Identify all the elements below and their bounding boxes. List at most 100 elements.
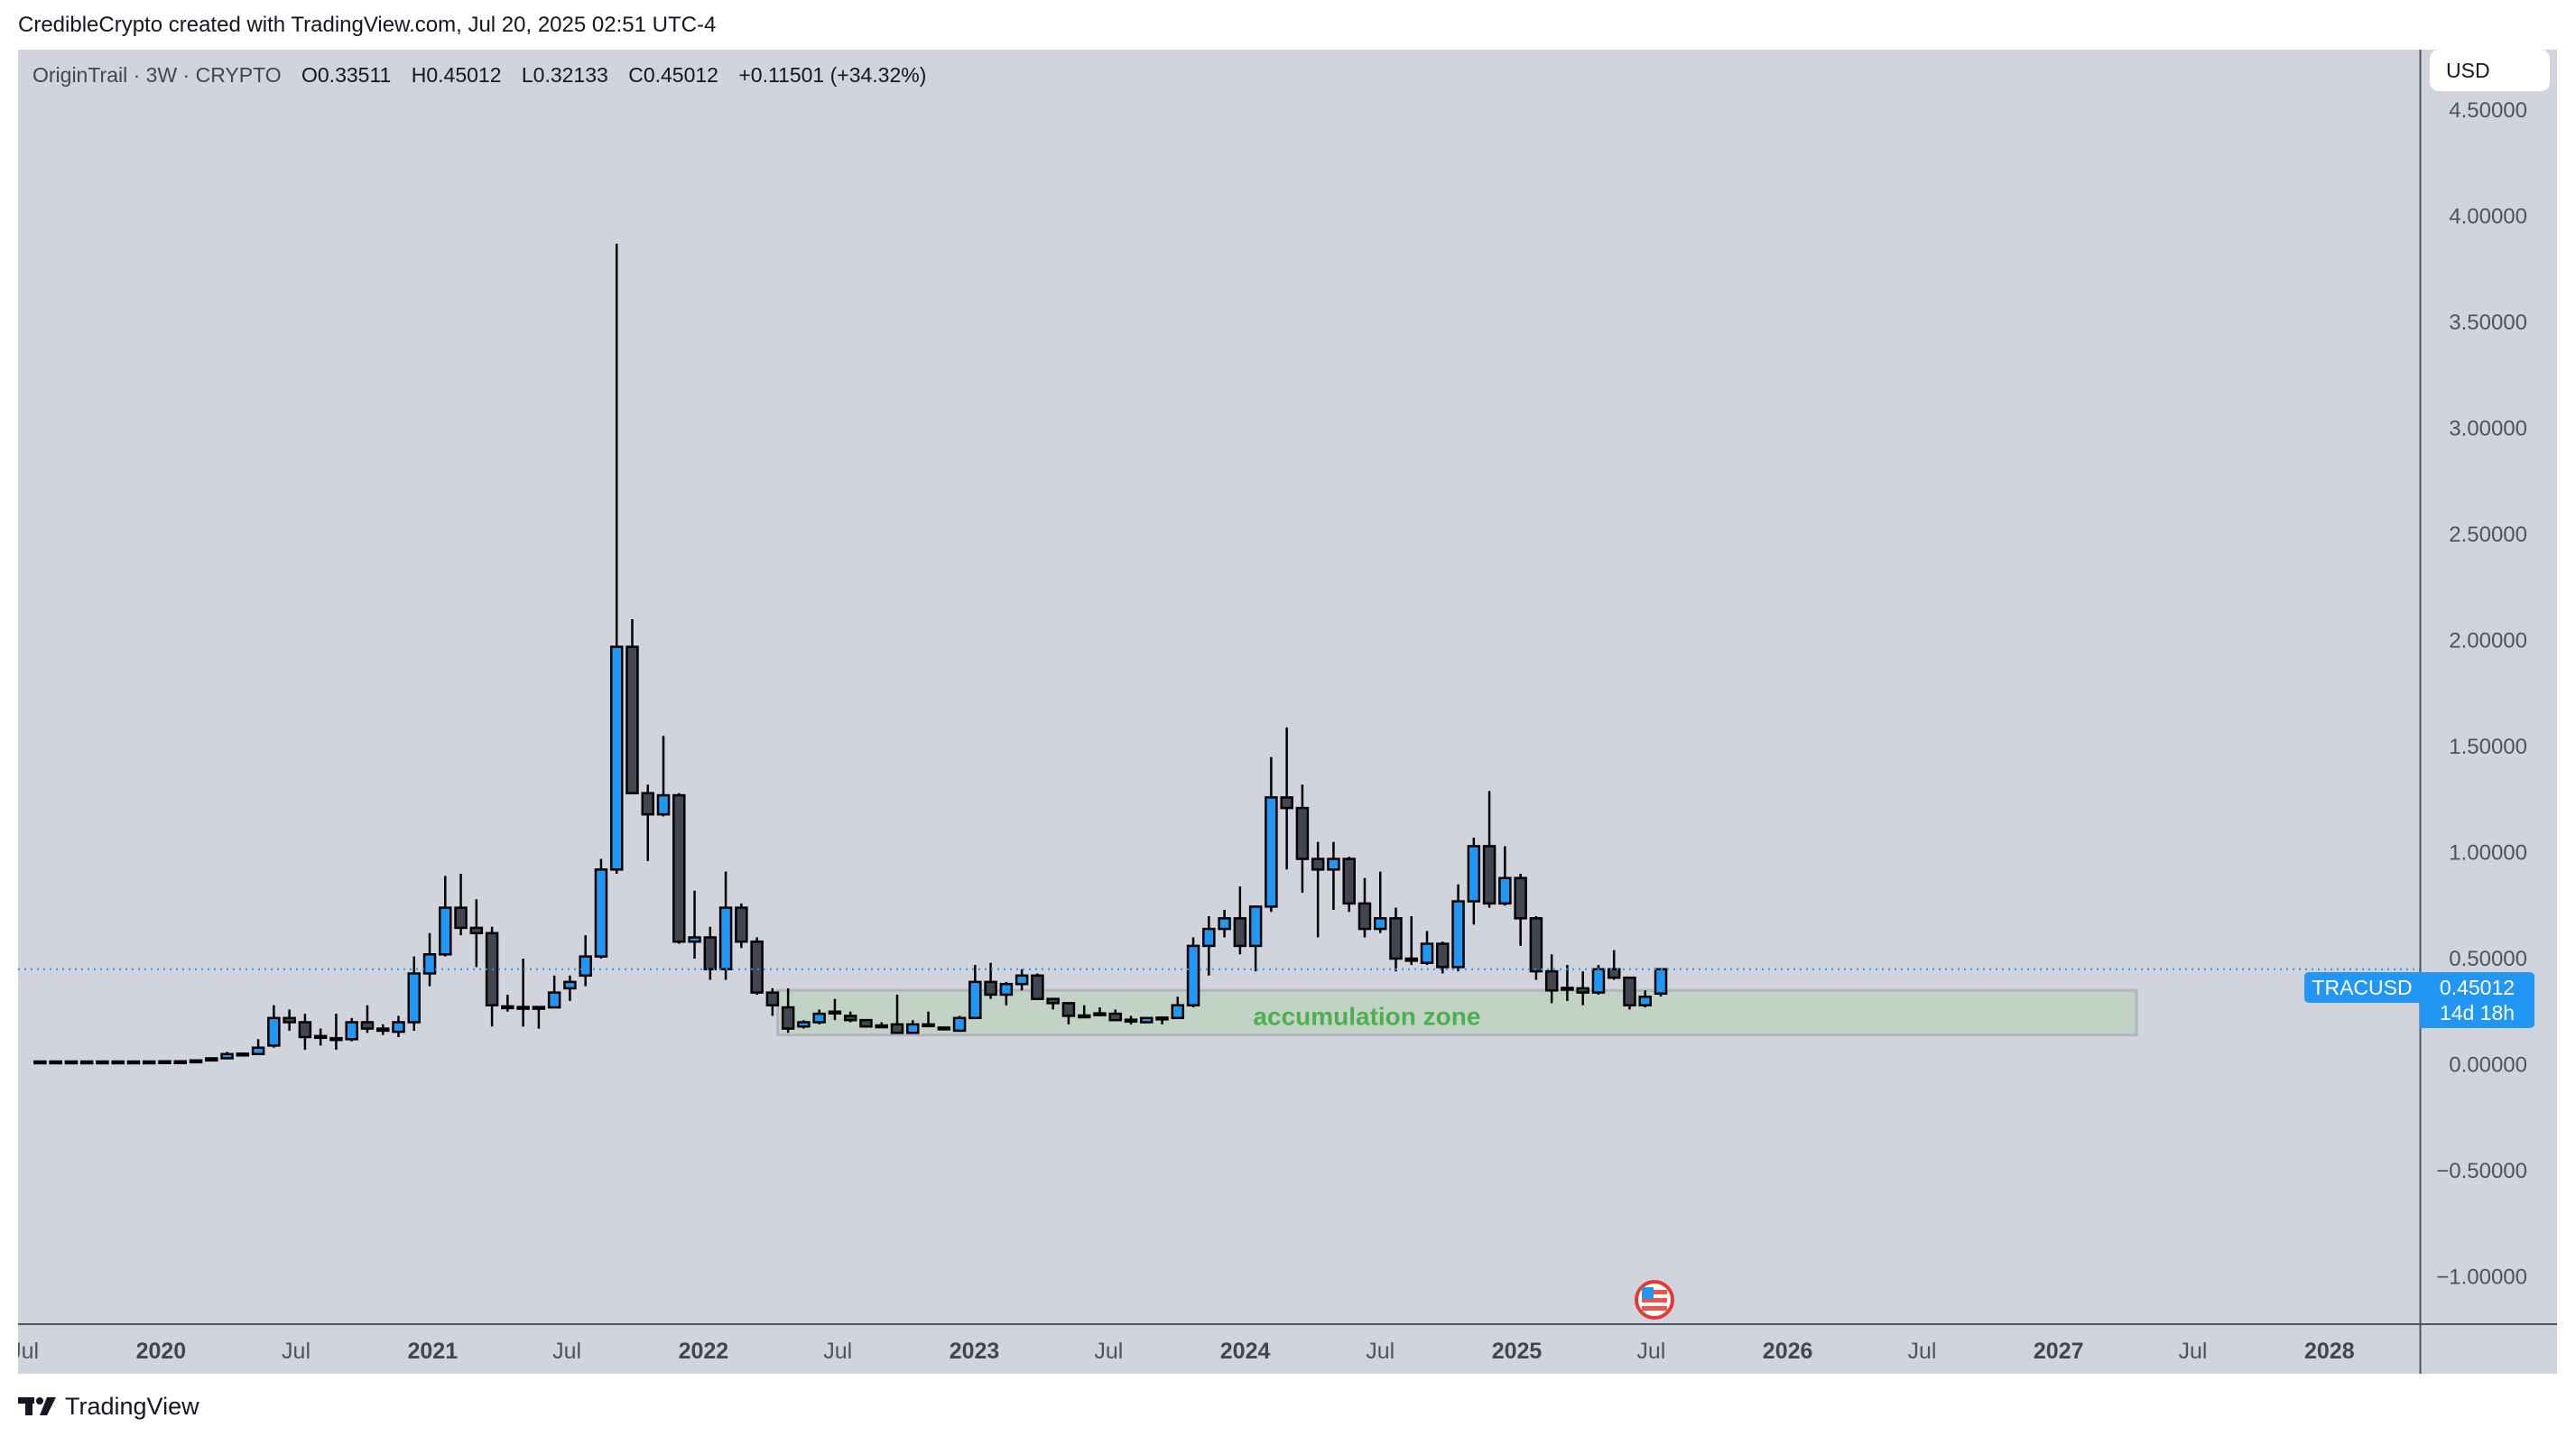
candle[interactable] (1061, 1002, 1076, 1024)
us-flag-icon[interactable] (1635, 1280, 1674, 1320)
candle[interactable] (1171, 997, 1185, 1020)
candle[interactable] (688, 890, 701, 959)
candle[interactable] (906, 1020, 920, 1034)
candle[interactable] (1623, 976, 1636, 1010)
candle[interactable] (469, 899, 484, 968)
candle[interactable] (890, 994, 904, 1034)
candle[interactable] (735, 903, 748, 949)
candle[interactable] (313, 1028, 328, 1046)
candle[interactable] (1015, 969, 1029, 991)
candle[interactable] (1093, 1007, 1107, 1016)
candle[interactable] (173, 1060, 188, 1064)
candle[interactable] (126, 1060, 141, 1065)
candle[interactable] (1108, 1009, 1122, 1022)
candle[interactable] (1218, 909, 1231, 938)
candle[interactable] (1529, 916, 1543, 980)
candle[interactable] (220, 1052, 234, 1060)
candle[interactable] (439, 876, 452, 957)
candle[interactable] (875, 1022, 888, 1029)
candle[interactable] (750, 937, 764, 995)
candle[interactable] (1544, 954, 1559, 1004)
candle[interactable] (1186, 937, 1200, 1008)
candle[interactable] (345, 1017, 358, 1042)
candle[interactable] (1436, 941, 1450, 974)
candle[interactable] (501, 994, 514, 1012)
candle[interactable] (189, 1059, 203, 1064)
candle[interactable] (516, 959, 530, 1027)
candle[interactable] (1342, 857, 1356, 913)
candle[interactable] (1467, 838, 1481, 925)
candle[interactable] (1638, 990, 1653, 1008)
candle[interactable] (1265, 756, 1278, 913)
chart-pane[interactable] (18, 50, 2557, 1374)
candle[interactable] (828, 998, 842, 1021)
candle[interactable] (625, 619, 639, 794)
candle[interactable] (1498, 846, 1512, 906)
currency-button[interactable]: USD (2430, 50, 2550, 91)
candle[interactable] (1576, 971, 1589, 1006)
candle[interactable] (1124, 1015, 1138, 1024)
candle[interactable] (843, 1011, 857, 1023)
candle[interactable] (968, 965, 982, 1020)
candle[interactable] (1561, 965, 1574, 1001)
candle[interactable] (1248, 905, 1263, 972)
candle[interactable] (1514, 874, 1527, 946)
candle[interactable] (937, 1026, 951, 1031)
candle[interactable] (1404, 916, 1419, 966)
candle[interactable] (1389, 907, 1403, 972)
candle[interactable] (532, 1006, 546, 1029)
candle[interactable] (485, 926, 499, 1027)
candle[interactable] (64, 1060, 79, 1065)
candle[interactable] (1357, 877, 1372, 938)
candle[interactable] (1046, 997, 1060, 1010)
candle[interactable] (1607, 950, 1621, 980)
candle[interactable] (1233, 886, 1247, 955)
candle[interactable] (142, 1060, 156, 1065)
candle[interactable] (999, 981, 1014, 1006)
candle[interactable] (49, 1060, 62, 1065)
candle[interactable] (1373, 871, 1387, 933)
candle[interactable] (1654, 968, 1668, 997)
candle[interactable] (407, 956, 422, 1031)
candle[interactable] (329, 1014, 343, 1051)
candle[interactable] (859, 1018, 873, 1028)
candle[interactable] (703, 926, 718, 980)
candle[interactable] (547, 975, 561, 1009)
candle[interactable] (422, 932, 437, 987)
candle[interactable] (1451, 884, 1465, 972)
candle[interactable] (454, 874, 468, 936)
candle[interactable] (1482, 791, 1496, 908)
candle[interactable] (1031, 973, 1044, 1000)
candle[interactable] (158, 1060, 171, 1064)
candle[interactable] (205, 1057, 218, 1062)
candle[interactable] (283, 1009, 296, 1031)
candle[interactable] (1202, 916, 1216, 976)
candle[interactable] (96, 1060, 109, 1065)
candle[interactable] (1420, 931, 1434, 966)
candle[interactable] (1155, 1016, 1169, 1024)
candle[interactable] (718, 871, 733, 980)
tradingview-logo[interactable]: TradingView (18, 1390, 199, 1423)
accumulation-zone-rect[interactable] (776, 988, 2138, 1037)
candle[interactable] (781, 987, 795, 1034)
candle[interactable] (111, 1060, 125, 1065)
candle[interactable] (1327, 841, 1340, 910)
candle[interactable] (236, 1052, 250, 1057)
candle[interactable] (641, 784, 654, 861)
candle[interactable] (267, 1005, 281, 1048)
candle[interactable] (1140, 1016, 1154, 1024)
candle[interactable] (392, 1015, 405, 1037)
candle[interactable] (952, 1015, 967, 1033)
candle[interactable] (360, 1005, 375, 1034)
candle[interactable] (579, 935, 592, 987)
candle[interactable] (609, 244, 624, 874)
candle[interactable] (298, 1014, 312, 1051)
candle[interactable] (797, 1020, 811, 1029)
candle[interactable] (812, 1009, 826, 1024)
candle[interactable] (79, 1060, 94, 1065)
candle[interactable] (656, 736, 671, 817)
candle[interactable] (1077, 1005, 1091, 1019)
candle[interactable] (563, 975, 577, 1001)
candle[interactable] (375, 1024, 390, 1035)
